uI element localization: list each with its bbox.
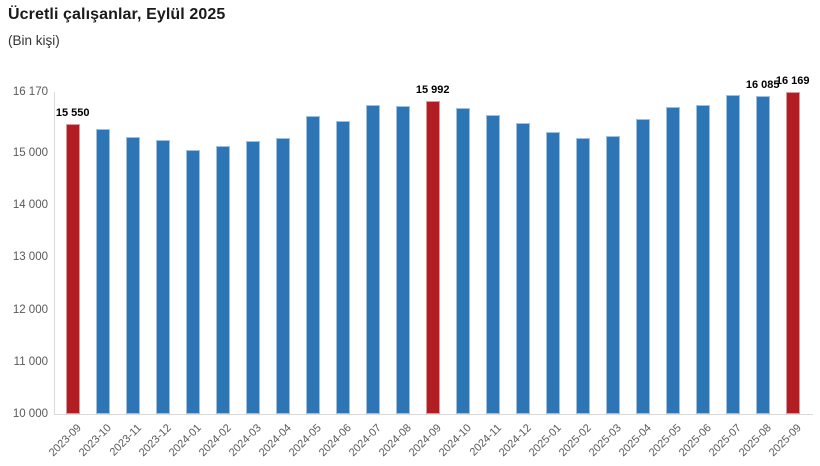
y-tick-label: 11 000 xyxy=(13,355,48,368)
bar-2025-05[interactable] xyxy=(665,107,680,414)
bar-2025-06[interactable] xyxy=(695,104,710,414)
bar-2023-12[interactable] xyxy=(155,140,170,414)
x-tick-label-2024-03: 2024-03 xyxy=(227,422,265,460)
bar-2024-11[interactable] xyxy=(485,114,500,414)
bar-2023-10[interactable] xyxy=(95,129,110,414)
bar-2023-09[interactable] xyxy=(65,124,80,414)
bar-2024-01[interactable] xyxy=(185,149,200,414)
bar-2024-05[interactable] xyxy=(305,115,320,414)
x-tick-label-2025-02: 2025-02 xyxy=(557,422,595,460)
bar-2025-02[interactable] xyxy=(575,137,590,414)
bar-2023-11[interactable] xyxy=(125,136,140,414)
x-tick-label-2024-01: 2024-01 xyxy=(167,422,205,460)
y-tick-label: 15 000 xyxy=(12,147,48,160)
bar-2025-01[interactable] xyxy=(545,131,560,414)
x-tick-label-2025-08: 2025-08 xyxy=(737,422,775,460)
bar-2024-09[interactable] xyxy=(425,101,440,414)
x-tick-label-2024-08: 2024-08 xyxy=(377,422,415,460)
y-tick-label: 16 170 xyxy=(12,86,48,98)
x-tick-label-2023-10: 2023-10 xyxy=(77,422,115,460)
x-tick-label-2025-06: 2025-06 xyxy=(677,422,715,460)
x-tick-label-2025-07: 2025-07 xyxy=(707,422,745,460)
y-tick-label: 10 000 xyxy=(12,408,48,420)
bar-2024-07[interactable] xyxy=(365,104,380,414)
x-tick-label-2024-10: 2024-10 xyxy=(437,422,475,460)
bar-2025-03[interactable] xyxy=(605,136,620,414)
chart-title: Ücretli çalışanlar, Eylül 2025 xyxy=(8,6,226,23)
bar-2024-04[interactable] xyxy=(275,138,290,414)
data-label-2024-09: 15 992 xyxy=(415,84,450,97)
x-tick-label-2024-07: 2024-07 xyxy=(347,422,385,460)
bar-2024-08[interactable] xyxy=(395,106,410,414)
plot-area: 15 550 15 992 16 085 16 169 2023-09 2023-10 20… xyxy=(47,75,813,459)
y-tick-label: 13 000 xyxy=(12,251,48,264)
bar-2025-09[interactable] xyxy=(785,92,800,414)
x-tick-label-2023-09: 2023-09 xyxy=(47,422,85,460)
x-tick-label-2024-06: 2024-06 xyxy=(317,422,355,460)
data-label-2023-09: 15 550 xyxy=(55,107,90,120)
x-tick-label-2024-05: 2024-05 xyxy=(287,422,325,460)
x-tick-label-2025-04: 2025-04 xyxy=(617,422,655,460)
bar-2025-08[interactable] xyxy=(755,96,770,414)
x-tick-label-2024-09: 2024-09 xyxy=(407,422,445,460)
chart-subtitle: (Bin kişi) xyxy=(8,33,60,48)
data-label-2025-08: 16 085 xyxy=(745,79,780,92)
x-tick-label-2025-09: 2025-09 xyxy=(767,422,805,460)
bar-2024-06[interactable] xyxy=(335,121,350,414)
bar-2024-02[interactable] xyxy=(215,146,230,414)
y-tick-label: 12 000 xyxy=(12,303,48,316)
x-tick-label-2024-12: 2024-12 xyxy=(497,422,535,460)
x-tick-label-2025-05: 2025-05 xyxy=(647,422,685,460)
x-tick-label-2024-04: 2024-04 xyxy=(257,422,295,460)
x-tick-label-2024-02: 2024-02 xyxy=(197,422,235,460)
y-tick-label: 14 000 xyxy=(12,199,48,212)
bar-2025-07[interactable] xyxy=(725,94,740,414)
data-label-2025-09: 16 169 xyxy=(775,75,810,88)
x-tick-label-2025-03: 2025-03 xyxy=(587,422,625,460)
bar-2025-04[interactable] xyxy=(635,118,650,414)
x-tick-label-2025-01: 2025-01 xyxy=(527,422,565,460)
bar-2024-10[interactable] xyxy=(455,108,470,414)
x-tick-label-2023-12: 2023-12 xyxy=(137,422,175,460)
bar-2024-12[interactable] xyxy=(515,123,530,414)
bar-2024-03[interactable] xyxy=(245,141,260,414)
